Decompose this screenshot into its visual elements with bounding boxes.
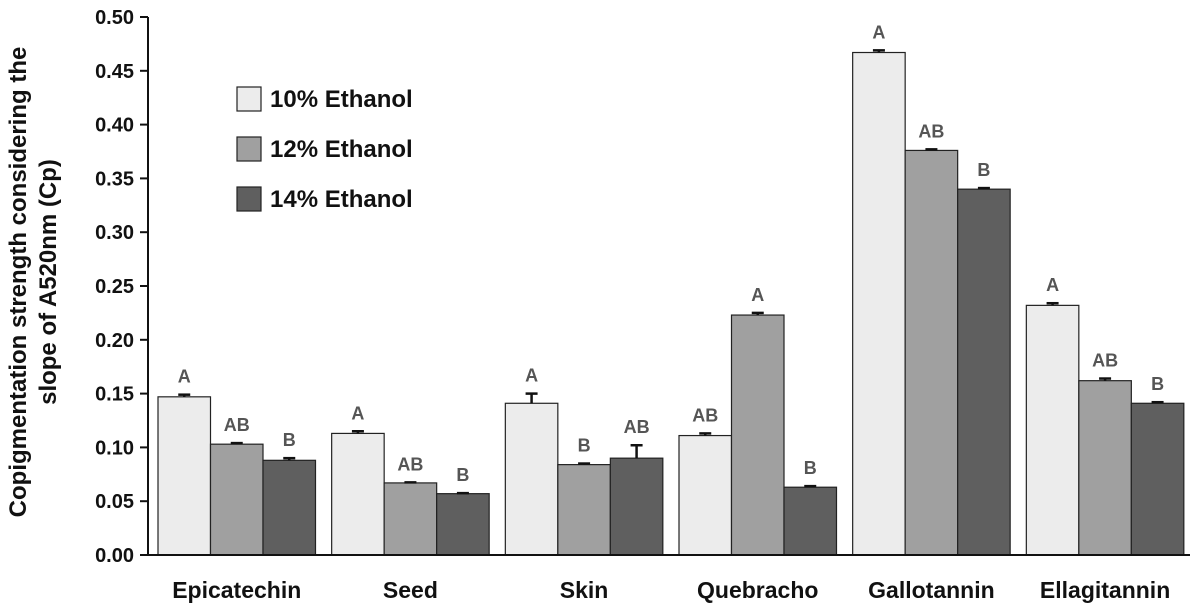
legend-label: 12% Ethanol <box>270 136 413 163</box>
y-ticks: 0.00 0.05 0.10 0.15 0.20 0.25 0.30 0.35 0.40 0.45… <box>95 7 148 567</box>
significance-label: A <box>1046 275 1059 295</box>
bar-quebracho-10-ethanol <box>678 434 733 556</box>
x-tick-label: Epicatechin <box>172 577 301 603</box>
y-tick-label: 0.20 <box>95 330 134 352</box>
significance-label: A <box>872 22 885 42</box>
y-axis-title-line-1: Copigmentation strength considering the <box>5 47 32 518</box>
significance-label: AB <box>397 454 423 474</box>
legend: 10% Ethanol 12% Ethanol 14% Ethanol <box>236 86 413 213</box>
significance-label: AB <box>692 405 718 425</box>
y-tick-label: 0.00 <box>95 545 134 567</box>
legend-label: 10% Ethanol <box>270 86 413 113</box>
bar-ellagitannin-14-ethanol <box>1130 402 1185 556</box>
significance-label: B <box>1151 374 1164 394</box>
bar-gallotannin-14-ethanol <box>957 188 1011 556</box>
bar-epicatechin-10-ethanol <box>157 396 212 556</box>
bar-gallotannin-12-ethanol <box>904 149 959 556</box>
bar-quebracho-12-ethanol <box>730 314 785 556</box>
significance-label: A <box>751 285 764 305</box>
bar-epicatechin-12-ethanol <box>209 443 264 556</box>
bar-skin-14-ethanol <box>609 457 664 556</box>
y-tick-label: 0.15 <box>95 384 134 406</box>
significance-label: A <box>178 367 191 387</box>
y-tick-label: 0.10 <box>95 437 134 459</box>
bar-quebracho-14-ethanol <box>783 486 838 556</box>
bar-skin-10-ethanol <box>504 402 559 556</box>
legend-swatch <box>236 136 262 162</box>
bar-ellagitannin-10-ethanol <box>1025 304 1080 556</box>
significance-label: AB <box>624 417 650 437</box>
x-tick-label: Gallotannin <box>868 577 995 603</box>
x-tick-label: Quebracho <box>697 577 818 603</box>
significance-label: B <box>977 160 990 180</box>
bar-epicatechin-14-ethanol <box>262 459 317 556</box>
legend-label: 14% Ethanol <box>270 186 413 213</box>
y-tick-label: 0.05 <box>95 491 134 513</box>
y-axis-title: Copigmentation strength considering the … <box>5 47 62 518</box>
bars-layer <box>157 51 1185 556</box>
legend-swatch <box>236 186 262 212</box>
x-tick-labels: Epicatechin Seed Skin Quebracho Gallotannin E… <box>172 577 1170 603</box>
bar-ellagitannin-12-ethanol <box>1078 380 1132 556</box>
significance-label: B <box>804 458 817 478</box>
y-tick-label: 0.25 <box>95 276 134 298</box>
significance-label: A <box>525 366 538 386</box>
bar-seed-10-ethanol <box>331 432 385 556</box>
bar-gallotannin-10-ethanol <box>852 51 906 556</box>
significance-label: AB <box>918 121 944 141</box>
error-bars-layer <box>178 49 1164 495</box>
x-tick-label: Ellagitannin <box>1040 577 1170 603</box>
significance-label: AB <box>224 415 250 435</box>
significance-label: B <box>283 430 296 450</box>
y-tick-label: 0.30 <box>95 222 134 244</box>
y-tick-label: 0.35 <box>95 168 134 190</box>
legend-swatch <box>236 86 262 112</box>
bar-skin-12-ethanol <box>557 464 611 556</box>
significance-label: AB <box>1092 351 1118 371</box>
significance-label: B <box>578 436 591 456</box>
x-tick-label: Skin <box>560 577 609 603</box>
y-tick-label: 0.40 <box>95 115 134 137</box>
y-tick-label: 0.50 <box>95 7 134 29</box>
bar-seed-12-ethanol <box>383 482 438 556</box>
y-tick-label: 0.45 <box>95 61 134 83</box>
significance-label: A <box>351 403 364 423</box>
x-tick-label: Seed <box>383 577 438 603</box>
y-axis-title-line-2: slope of A520nm (Cp) <box>35 159 62 405</box>
significance-label: B <box>456 465 469 485</box>
bar-seed-14-ethanol <box>436 493 490 556</box>
